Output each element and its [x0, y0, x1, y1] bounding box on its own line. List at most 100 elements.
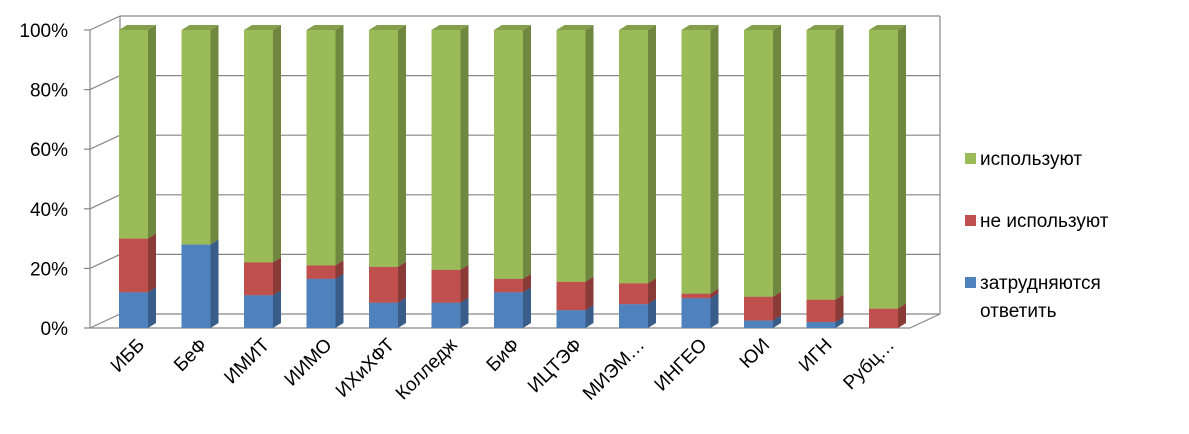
y-tick-label: 80%: [30, 81, 68, 102]
bar-segment: [181, 30, 211, 245]
x-tick-label: ЮИ: [736, 335, 774, 373]
bar-segment: [556, 310, 586, 328]
bar-side: [210, 239, 219, 328]
bar-segment: [806, 299, 836, 323]
legend-swatch-used: [965, 153, 976, 164]
bar-side: [460, 25, 469, 270]
x-tick-label: БеФ: [170, 335, 211, 376]
gridline-side: [89, 313, 121, 329]
bar-segment: [744, 30, 773, 297]
bar-side: [273, 257, 281, 296]
bar-side: [335, 260, 344, 279]
gridline-side: [89, 134, 121, 150]
bar-top: [369, 25, 406, 30]
bar-top: [494, 25, 531, 30]
x-tick-label: ИХиХФТ: [332, 334, 399, 401]
bar-side: [585, 25, 594, 282]
bar-segment: [869, 30, 898, 309]
bar-segment: [306, 278, 336, 328]
bar-segment: [556, 30, 586, 282]
bar-segment: [431, 269, 461, 303]
bar-side: [523, 287, 531, 328]
x-tick-label: Колледж: [392, 334, 462, 404]
y-tick-label: 60%: [30, 140, 68, 161]
bar-side: [148, 25, 156, 239]
legend-swatch-not-used: [965, 215, 976, 226]
bar-segment: [306, 265, 336, 279]
bar-side: [148, 287, 156, 328]
bar-segment: [119, 292, 148, 328]
bar-side: [335, 273, 344, 328]
x-tick-label: БиФ: [483, 335, 524, 376]
y-tick-label: 40%: [30, 200, 68, 221]
bar-segment: [369, 302, 398, 328]
bar-side: [460, 297, 469, 328]
bar-top: [556, 25, 594, 30]
x-tick-label: ИЦТЭФ: [524, 335, 587, 398]
bar-segment: [494, 278, 523, 293]
bar-side: [273, 25, 281, 263]
bar-segment: [244, 30, 273, 263]
bar-top: [869, 25, 906, 30]
bar-top: [431, 25, 469, 30]
bar-segment: [306, 30, 336, 266]
bar-side: [210, 25, 219, 245]
bar-segment: [119, 238, 148, 293]
bar-top: [119, 25, 156, 30]
bar-segment: [744, 320, 773, 328]
bar-segment: [744, 296, 773, 321]
x-tick-label: ИГН: [795, 335, 836, 376]
bar-side: [398, 25, 406, 267]
y-tick-label: 20%: [30, 259, 68, 280]
gridline-side: [89, 253, 121, 269]
bar-segment: [244, 262, 273, 296]
x-tick-label: ИНГЕО: [651, 335, 712, 396]
legend-label-undecided: затрудняются ответить: [980, 273, 1101, 322]
legend-swatch-undecided: [965, 277, 976, 288]
legend: используют не используют затрудняются от…: [965, 146, 1185, 332]
bar-segment: [494, 292, 523, 328]
bar-segment: [869, 308, 898, 328]
bar-segment: [369, 266, 398, 303]
bar-side: [585, 276, 594, 311]
y-tick-label: 0%: [41, 319, 69, 340]
bar-side: [523, 25, 531, 279]
bar-segment: [619, 30, 648, 284]
bar-side: [835, 317, 844, 328]
bar-segment: [681, 293, 711, 299]
bar-segment: [556, 281, 586, 311]
bar-side: [773, 25, 781, 297]
bar-top: [619, 25, 656, 30]
bar-side: [773, 291, 781, 321]
bar-side: [148, 233, 156, 293]
x-tick-label: МИЭМ…: [579, 335, 649, 405]
bar-side: [585, 305, 594, 328]
bar-top: [744, 25, 781, 30]
bar-segment: [119, 30, 148, 239]
bar-segment: [181, 244, 211, 328]
x-tick-label: Рубц…: [840, 335, 900, 395]
bar-side: [273, 290, 281, 328]
bar-segment: [369, 30, 398, 267]
x-tick-label: ИМИТ: [220, 334, 274, 388]
bar-segment: [244, 295, 273, 328]
bar-side: [335, 25, 344, 266]
bar-segment: [806, 322, 836, 328]
bar-segment: [619, 304, 648, 328]
bar-side: [523, 273, 531, 293]
bar-segment: [681, 298, 711, 328]
legend-label-used: используют: [980, 149, 1083, 170]
bar-top: [806, 25, 844, 30]
bar-side: [898, 303, 906, 328]
y-tick-label: 100%: [19, 21, 68, 42]
bar-side: [648, 278, 656, 305]
bar-top: [681, 25, 719, 30]
bar-segment: [431, 302, 461, 328]
x-tick-label: ИИМО: [281, 335, 337, 391]
bar-top: [244, 25, 281, 30]
bar-side: [898, 25, 906, 309]
bar-side: [710, 25, 719, 294]
bar-side: [648, 25, 656, 284]
legend-item-not-used: не используют: [965, 208, 1185, 270]
gridline-side: [89, 194, 121, 210]
